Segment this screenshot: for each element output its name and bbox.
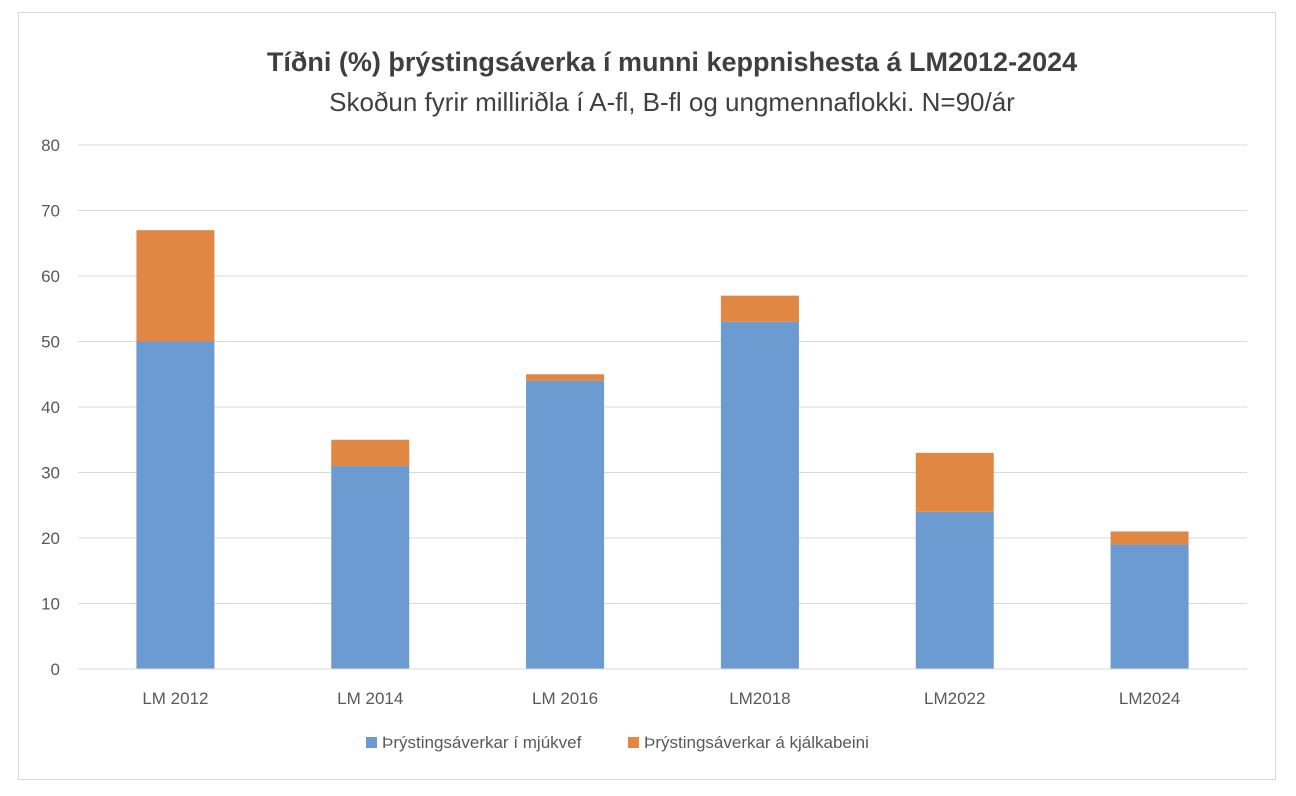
- bar-segment-soft-tissue: [526, 380, 605, 669]
- legend-swatch: [366, 737, 377, 748]
- bar-segment-jawbone: [1110, 531, 1189, 545]
- x-tick-label: LM 2016: [532, 689, 598, 708]
- bar-segment-soft-tissue: [915, 511, 994, 669]
- bar-segment-jawbone: [915, 452, 994, 512]
- y-tick-label: 80: [41, 136, 60, 155]
- legend-label: Þrýstingsáverkar í mjúkvef: [382, 733, 582, 752]
- bar-segment-jawbone: [720, 295, 799, 322]
- x-tick-label: LM2024: [1119, 689, 1180, 708]
- legend-swatch: [628, 737, 639, 748]
- chart-subtitle: Skoðun fyrir milliriðla í A-fl, B-fl og …: [329, 87, 1015, 117]
- y-tick-label: 40: [41, 398, 60, 417]
- bar-segment-soft-tissue: [720, 321, 799, 669]
- y-tick-label: 0: [51, 660, 60, 679]
- chart-frame: [18, 12, 1276, 780]
- bar-segment-jawbone: [526, 374, 605, 381]
- bar-segment-jawbone: [331, 439, 410, 466]
- bar-segment-soft-tissue: [136, 341, 215, 669]
- legend-label: Þrýstingsáverkar á kjálkabeini: [644, 733, 869, 752]
- chart-title: Tíðni (%) þrýstingsáverka í munni keppni…: [267, 47, 1077, 77]
- bar-segment-jawbone: [136, 230, 215, 342]
- x-tick-label: LM 2014: [337, 689, 403, 708]
- y-tick-label: 30: [41, 464, 60, 483]
- x-tick-label: LM2022: [924, 689, 985, 708]
- x-axis: LM 2012 LM 2014 LM 2016 LM2018 LM2022 LM2024: [78, 668, 1247, 708]
- bars: [136, 230, 1189, 669]
- y-tick-label: 70: [41, 202, 60, 221]
- legend: Þrýstingsáverkar í mjúkvef Þrýstingsáverk…: [366, 733, 869, 752]
- gridlines: [78, 144, 1247, 670]
- y-tick-label: 60: [41, 267, 60, 286]
- x-tick-label: LM2018: [729, 689, 790, 708]
- y-tick-label: 50: [41, 333, 60, 352]
- y-tick-label: 20: [41, 529, 60, 548]
- y-tick-label: 10: [41, 595, 60, 614]
- bar-segment-soft-tissue: [331, 465, 410, 669]
- bar-segment-soft-tissue: [1110, 544, 1189, 669]
- x-tick-label: LM 2012: [142, 689, 208, 708]
- y-axis: 0 10 20 30 40 50 60 70 80: [41, 136, 60, 679]
